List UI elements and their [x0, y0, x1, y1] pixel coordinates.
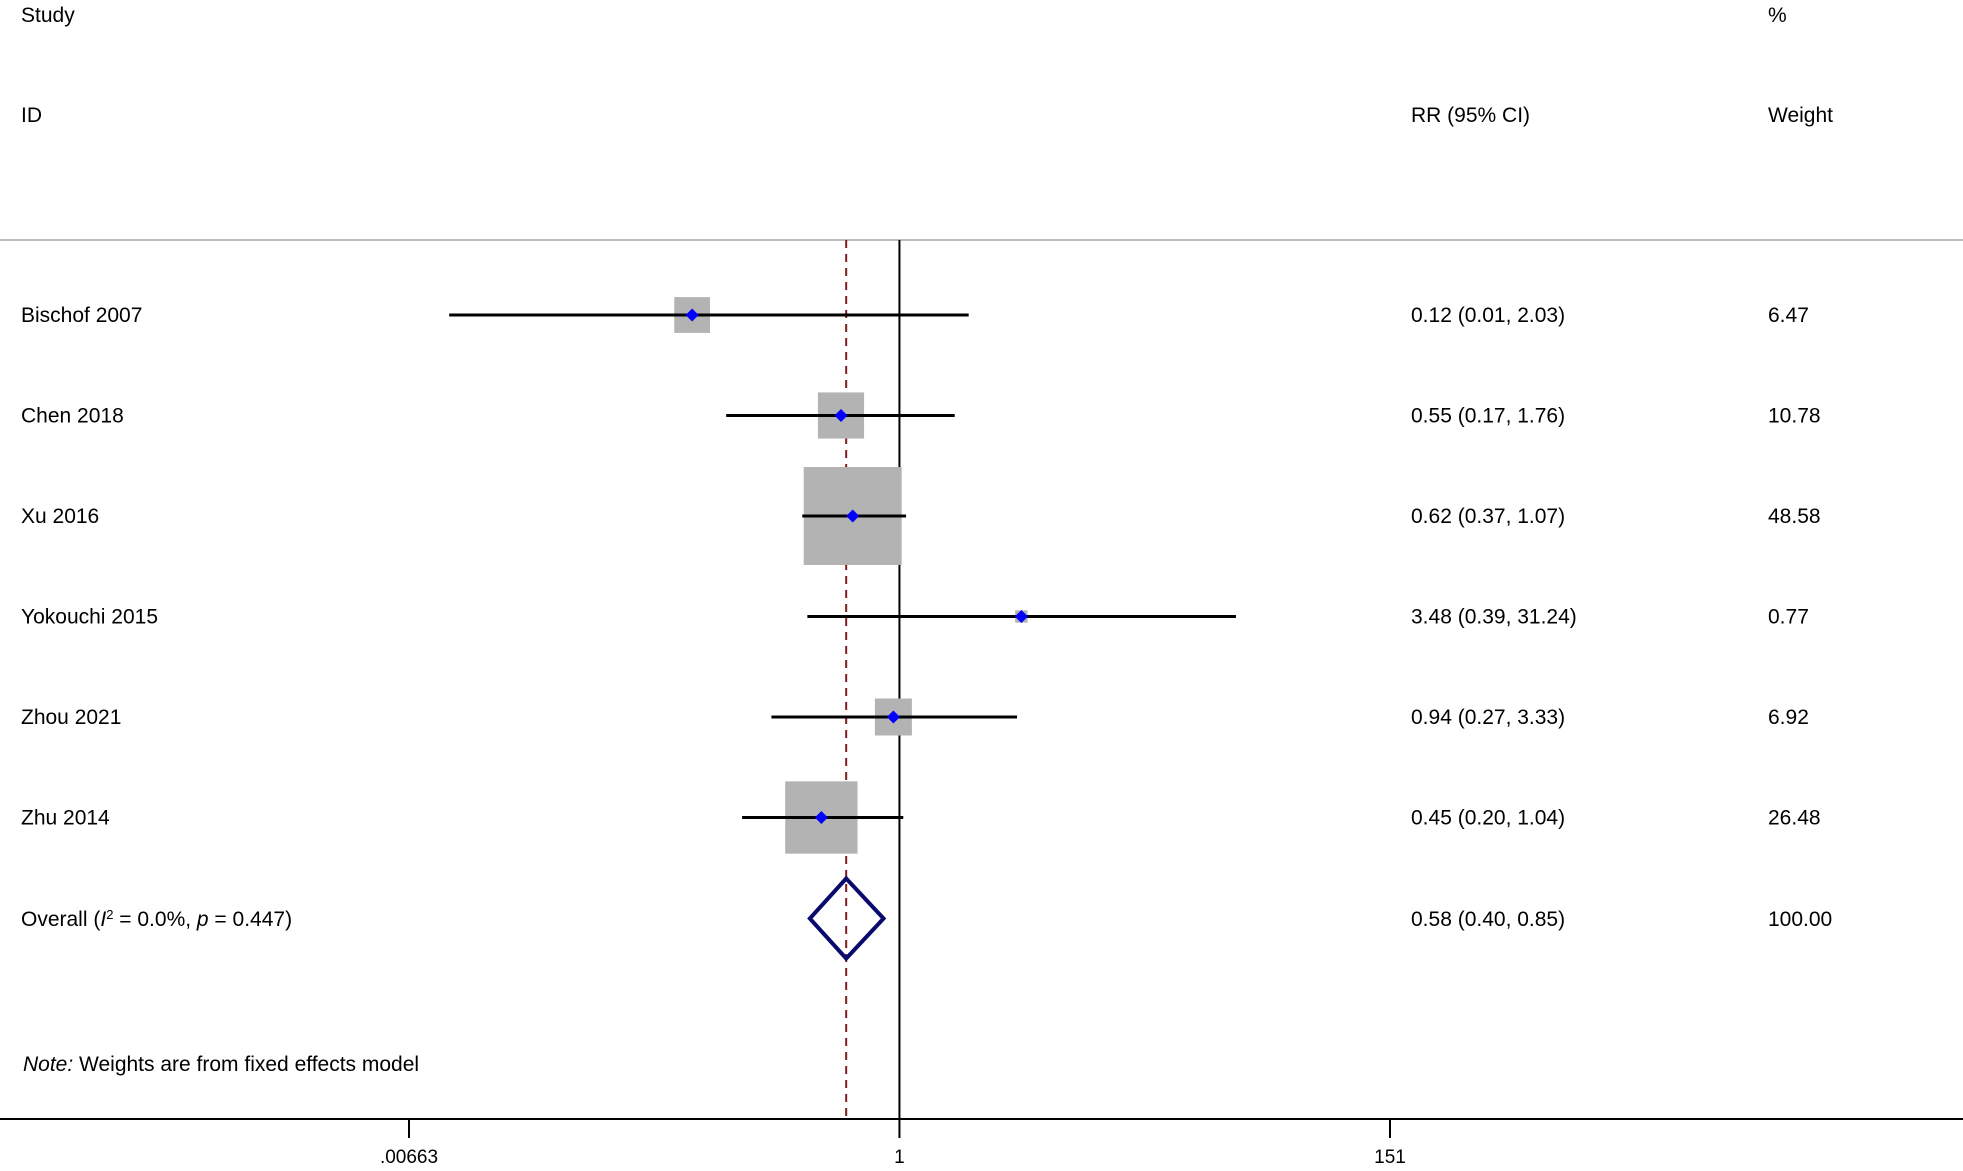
overall-label: Overall (I2 = 0.0%, p = 0.447) — [21, 907, 292, 932]
study-label: Zhu 2014 — [21, 807, 110, 830]
header-study: Study — [21, 4, 75, 27]
study-weight-text: 6.47 — [1768, 304, 1809, 327]
x-tick-label: 151 — [1374, 1147, 1406, 1168]
study-weight-text: 10.78 — [1768, 405, 1821, 428]
x-axis-ticks: .00663 1 151 — [380, 1119, 1406, 1168]
study-effect-text: 0.94 (0.27, 3.33) — [1411, 706, 1565, 729]
x-tick-label: .00663 — [380, 1147, 438, 1168]
point-estimate — [814, 811, 828, 824]
study-effect-text: 0.45 (0.20, 1.04) — [1411, 807, 1565, 830]
study-row: Chen 2018 0.55 (0.17, 1.76) 10.78 — [21, 392, 1821, 439]
header-effect: RR (95% CI) — [1411, 104, 1530, 127]
study-label: Zhou 2021 — [21, 706, 121, 729]
study-weight-text: 6.92 — [1768, 706, 1809, 729]
study-effect-text: 0.55 (0.17, 1.76) — [1411, 405, 1565, 428]
overall-weight-text: 100.00 — [1768, 908, 1832, 931]
point-estimate — [886, 710, 900, 724]
study-row: Yokouchi 2015 3.48 (0.39, 31.24) 0.77 — [21, 606, 1809, 629]
study-rows: Bischof 2007 0.12 (0.01, 2.03) 6.47 Chen 20… — [21, 297, 1821, 854]
point-estimate — [685, 308, 699, 322]
x-tick-label: 1 — [894, 1147, 905, 1168]
header-id: ID — [21, 104, 42, 127]
study-weight-text: 26.48 — [1768, 807, 1821, 830]
study-label: Yokouchi 2015 — [21, 606, 158, 629]
study-effect-text: 3.48 (0.39, 31.24) — [1411, 606, 1577, 629]
header-weight-percent: % — [1768, 4, 1787, 27]
study-label: Xu 2016 — [21, 505, 99, 528]
overall-diamond — [807, 875, 887, 962]
point-estimate — [846, 509, 860, 523]
study-row: Xu 2016 0.62 (0.37, 1.07) 48.58 — [21, 467, 1821, 565]
study-weight-text: 48.58 — [1768, 505, 1821, 528]
study-label: Chen 2018 — [21, 405, 124, 428]
study-effect-text: 0.12 (0.01, 2.03) — [1411, 304, 1565, 327]
header-weight: Weight — [1768, 104, 1833, 127]
point-estimate — [834, 409, 848, 422]
note: Note: Weights are from fixed effects mod… — [23, 1053, 419, 1076]
study-row: Zhu 2014 0.45 (0.20, 1.04) 26.48 — [21, 781, 1821, 854]
overall-effect-text: 0.58 (0.40, 0.85) — [1411, 908, 1565, 931]
study-effect-text: 0.62 (0.37, 1.07) — [1411, 505, 1565, 528]
overall-row: Overall (I2 = 0.0%, p = 0.447) 0.58 (0.4… — [21, 875, 1832, 962]
point-estimate — [1014, 610, 1028, 623]
study-weight-text: 0.77 — [1768, 606, 1809, 629]
study-row: Bischof 2007 0.12 (0.01, 2.03) 6.47 — [21, 297, 1809, 333]
study-row: Zhou 2021 0.94 (0.27, 3.33) 6.92 — [21, 698, 1809, 736]
study-label: Bischof 2007 — [21, 304, 142, 327]
